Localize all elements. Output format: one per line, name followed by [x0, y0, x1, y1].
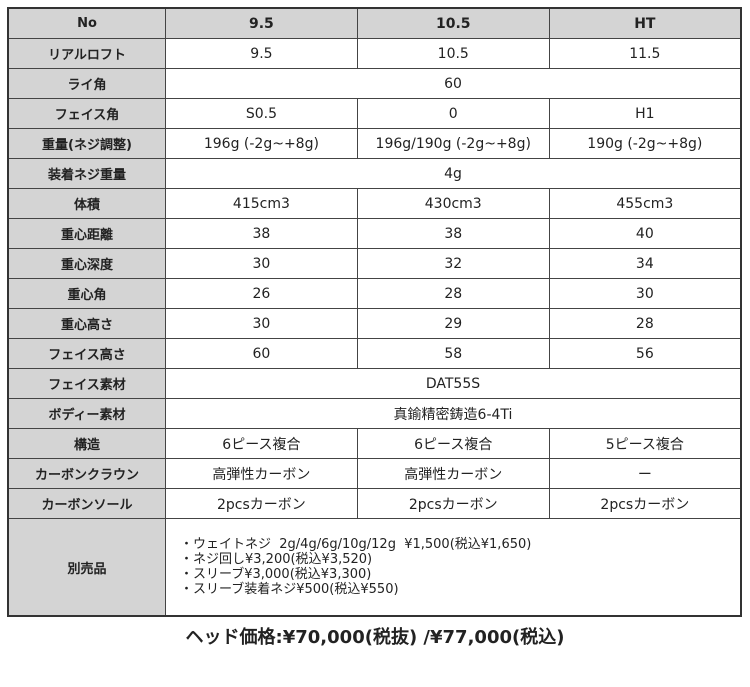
- row-value: 26: [165, 278, 358, 309]
- table-row: 装着ネジ重量 4g: [7, 158, 742, 189]
- table-row: ボディー素材 真鍮精密鋳造6-4Ti: [7, 398, 742, 429]
- row-label: フェイス素材: [7, 368, 166, 399]
- row-label: 重心角: [7, 278, 166, 309]
- row-value: 29: [356, 308, 550, 339]
- row-value: 2pcsカーボン: [356, 488, 550, 519]
- table-row: カーボンクラウン 高弾性カーボン 高弾性カーボンー: [7, 458, 742, 489]
- header-row: No 9.5 10.5 HT: [7, 7, 742, 39]
- row-value: 高弾性カーボン: [356, 458, 550, 489]
- row-value: 6ピース複合: [165, 428, 358, 459]
- table-row: 重心深度 30 32 34: [7, 248, 742, 279]
- header-cell: HT: [548, 7, 742, 39]
- row-label: リアルロフト: [7, 38, 166, 69]
- row-value: ー: [548, 458, 742, 489]
- table-row: 重心高さ 30 29 28: [7, 308, 742, 339]
- row-value: 58: [356, 338, 550, 369]
- row-value: DAT55S: [165, 368, 742, 399]
- table-row: ライ角 60: [7, 68, 742, 99]
- row-value: 415cm3: [165, 188, 358, 219]
- row-value: 11.5: [548, 38, 742, 69]
- row-label: 重心深度: [7, 248, 166, 279]
- table-row: リアルロフト 9.5 10.5 11.5: [7, 38, 742, 69]
- row-label: フェイス角: [7, 98, 166, 129]
- row-value: 60: [165, 68, 742, 99]
- row-value: 2pcsカーボン: [165, 488, 358, 519]
- row-value: 196g/190g (-2g~+8g): [356, 128, 550, 159]
- accessory-item: ・ウェイトネジ 2g/4g/6g/10g/12g ¥1,500(税込¥1,650…: [180, 537, 532, 552]
- row-value: S0.5: [165, 98, 358, 129]
- row-label: 装着ネジ重量: [7, 158, 166, 189]
- table-row: 重心距離 38 38 40: [7, 218, 742, 249]
- table-row: フェイス角 S0.5 0 H1: [7, 98, 742, 129]
- row-value: 5ピース複合: [548, 428, 742, 459]
- row-label: 重量(ネジ調整): [7, 128, 166, 159]
- table-row: フェイス高さ 60 58 56: [7, 338, 742, 369]
- row-label: 重心高さ: [7, 308, 166, 339]
- row-value: 34: [548, 248, 742, 279]
- header-cell: No: [7, 7, 166, 39]
- row-value: 0: [356, 98, 550, 129]
- table-row: 重量(ネジ調整) 196g (-2g~+8g) 196g/190g (-2g~+8g…: [7, 128, 742, 159]
- row-value: H1: [548, 98, 742, 129]
- row-value: 真鍮精密鋳造6-4Ti: [165, 398, 742, 429]
- row-value: 40: [548, 218, 742, 249]
- table-row: 体積 415cm3 430cm3 455cm3: [7, 188, 742, 219]
- row-value: 38: [165, 218, 358, 249]
- row-value: 30: [165, 308, 358, 339]
- row-value: 38: [356, 218, 550, 249]
- row-value: 30: [165, 248, 358, 279]
- row-value: 高弾性カーボン: [165, 458, 358, 489]
- row-value: 30: [548, 278, 742, 309]
- row-value: 455cm3: [548, 188, 742, 219]
- accessory-item: ・ネジ回し¥3,200(税込¥3,520): [180, 552, 373, 567]
- row-value: 430cm3: [356, 188, 550, 219]
- table-row: フェイス素材 DAT55S: [7, 368, 742, 399]
- spec-table: No 9.5 10.5 HT リアルロフト 9.5 10.5 11.5 ライ角 60 フェイス角 S0…: [7, 7, 742, 617]
- row-label: 構造: [7, 428, 166, 459]
- row-value: 6ピース複合: [356, 428, 550, 459]
- row-label: 体積: [7, 188, 166, 219]
- row-label: 重心距離: [7, 218, 166, 249]
- accessories-list: ・ウェイトネジ 2g/4g/6g/10g/12g ¥1,500(税込¥1,650…: [165, 518, 742, 617]
- row-value: 28: [548, 308, 742, 339]
- accessory-item: ・スリーブ¥3,000(税込¥3,300): [180, 567, 372, 582]
- row-label: 別売品: [7, 518, 166, 617]
- row-label: ボディー素材: [7, 398, 166, 429]
- accessory-item: ・スリーブ装着ネジ¥500(税込¥550): [180, 582, 399, 597]
- row-label: カーボンクラウン: [7, 458, 166, 489]
- row-value: 9.5: [165, 38, 358, 69]
- row-value: 56: [548, 338, 742, 369]
- row-value: 10.5: [356, 38, 550, 69]
- row-label: カーボンソール: [7, 488, 166, 519]
- header-cell: 9.5: [165, 7, 358, 39]
- row-value: 190g (-2g~+8g): [548, 128, 742, 159]
- row-value: 28: [356, 278, 550, 309]
- row-value: 32: [356, 248, 550, 279]
- row-value: 2pcsカーボン: [548, 488, 742, 519]
- header-cell: 10.5: [356, 7, 550, 39]
- accessories-row: 別売品 ・ウェイトネジ 2g/4g/6g/10g/12g ¥1,500(税込¥1,…: [7, 518, 742, 617]
- table-row: 構造 6ピース複合 6ピース複合 5ピース複合: [7, 428, 742, 459]
- table-row: 重心角 26 28 30: [7, 278, 742, 309]
- head-price: ヘッド価格:¥70,000(税抜) /¥77,000(税込): [185, 627, 565, 648]
- row-value: 60: [165, 338, 358, 369]
- row-label: ライ角: [7, 68, 166, 99]
- row-label: フェイス高さ: [7, 338, 166, 369]
- row-value: 196g (-2g~+8g): [165, 128, 358, 159]
- table-row: カーボンソール 2pcsカーボン 2pcsカーボン 2pcsカーボン: [7, 488, 742, 519]
- row-value: 4g: [165, 158, 742, 189]
